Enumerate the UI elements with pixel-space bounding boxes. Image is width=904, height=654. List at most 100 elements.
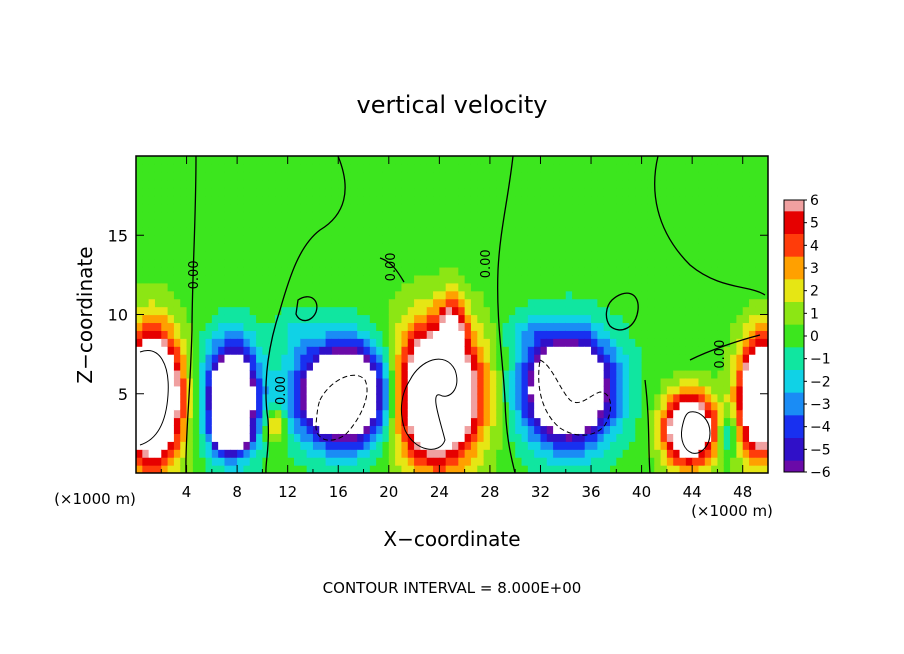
field-cell xyxy=(401,393,409,403)
field-cell xyxy=(369,219,377,228)
field-cell xyxy=(534,227,542,236)
field-cell xyxy=(452,338,459,347)
field-cell xyxy=(357,235,365,244)
field-cell xyxy=(445,409,453,419)
field-cell xyxy=(136,179,143,189)
field-cell xyxy=(591,259,598,268)
field-cell xyxy=(237,219,245,228)
field-cell xyxy=(230,354,238,363)
field-cell xyxy=(660,203,668,213)
field-cell xyxy=(578,195,586,205)
field-cell xyxy=(136,346,143,355)
field-cell xyxy=(540,441,548,450)
field-cell xyxy=(218,274,226,284)
colorbar-segment xyxy=(784,381,804,388)
field-cell xyxy=(414,362,421,371)
field-cell xyxy=(426,465,434,473)
field-cell xyxy=(635,282,643,292)
field-cell xyxy=(376,203,384,213)
field-cell xyxy=(148,259,156,268)
field-cell xyxy=(546,227,554,236)
field-cell xyxy=(534,187,542,197)
colorbar-segment xyxy=(784,285,804,292)
field-cell xyxy=(628,259,636,268)
field-cell xyxy=(420,409,428,419)
field-cell xyxy=(338,298,346,308)
field-cell xyxy=(199,369,207,379)
field-cell xyxy=(470,433,478,442)
field-cell xyxy=(458,354,466,363)
field-cell xyxy=(382,235,390,244)
field-cell xyxy=(553,449,561,458)
field-cell xyxy=(344,203,352,213)
field-cell xyxy=(369,449,377,458)
field-cell xyxy=(161,354,169,363)
field-cell xyxy=(635,306,643,316)
field-cell xyxy=(584,369,592,379)
field-cell xyxy=(761,377,768,387)
field-cell xyxy=(395,156,403,165)
field-cell xyxy=(610,449,617,458)
field-cell xyxy=(275,465,282,473)
field-cell xyxy=(218,354,226,363)
field-cell xyxy=(325,425,333,434)
field-cell xyxy=(338,195,346,205)
field-cell xyxy=(616,306,624,316)
field-cell xyxy=(142,156,150,165)
field-cell xyxy=(300,330,308,339)
field-cell xyxy=(559,457,567,466)
field-cell xyxy=(616,156,624,165)
field-cell xyxy=(508,338,516,347)
field-cell xyxy=(192,354,200,363)
field-cell xyxy=(761,322,768,331)
field-cell xyxy=(458,322,466,331)
field-cell xyxy=(730,393,737,403)
field-cell xyxy=(749,330,756,339)
field-cell xyxy=(167,298,175,308)
field-cell xyxy=(357,393,365,403)
field-cell xyxy=(224,195,232,205)
field-cell xyxy=(610,354,617,363)
field-cell xyxy=(262,235,270,244)
field-cell xyxy=(287,243,295,252)
field-cell xyxy=(218,179,226,189)
field-cell xyxy=(300,338,308,347)
field-cell xyxy=(243,369,251,379)
field-cell xyxy=(142,369,150,379)
field-cell xyxy=(218,449,226,458)
field-cell xyxy=(180,274,188,284)
field-cell xyxy=(237,330,245,339)
field-cell xyxy=(666,282,674,292)
field-cell xyxy=(584,203,592,213)
field-cell xyxy=(414,219,421,228)
field-cell xyxy=(515,354,523,363)
field-cell xyxy=(723,346,731,355)
field-cell xyxy=(502,322,510,331)
field-cell xyxy=(205,171,213,181)
field-cell xyxy=(534,203,542,213)
field-cell xyxy=(711,227,719,236)
field-cell xyxy=(628,417,636,427)
field-cell xyxy=(755,338,763,347)
field-cell xyxy=(534,393,542,403)
field-cell xyxy=(439,298,447,308)
field-cell xyxy=(508,187,516,197)
field-cell xyxy=(256,441,263,450)
field-cell xyxy=(331,330,339,339)
field-cell xyxy=(635,266,643,276)
field-cell xyxy=(641,187,649,197)
field-cell xyxy=(312,338,320,347)
field-cell xyxy=(736,338,744,347)
field-cell xyxy=(420,187,428,197)
field-cell xyxy=(268,465,276,473)
field-cell xyxy=(148,425,156,434)
field-cell xyxy=(711,171,719,181)
field-cell xyxy=(230,441,238,450)
field-cell xyxy=(224,354,232,363)
field-cell xyxy=(306,433,314,442)
field-cell xyxy=(616,251,624,260)
field-cell xyxy=(578,203,586,213)
field-cell xyxy=(319,163,327,173)
field-cell xyxy=(433,227,440,236)
field-cell xyxy=(647,314,655,324)
